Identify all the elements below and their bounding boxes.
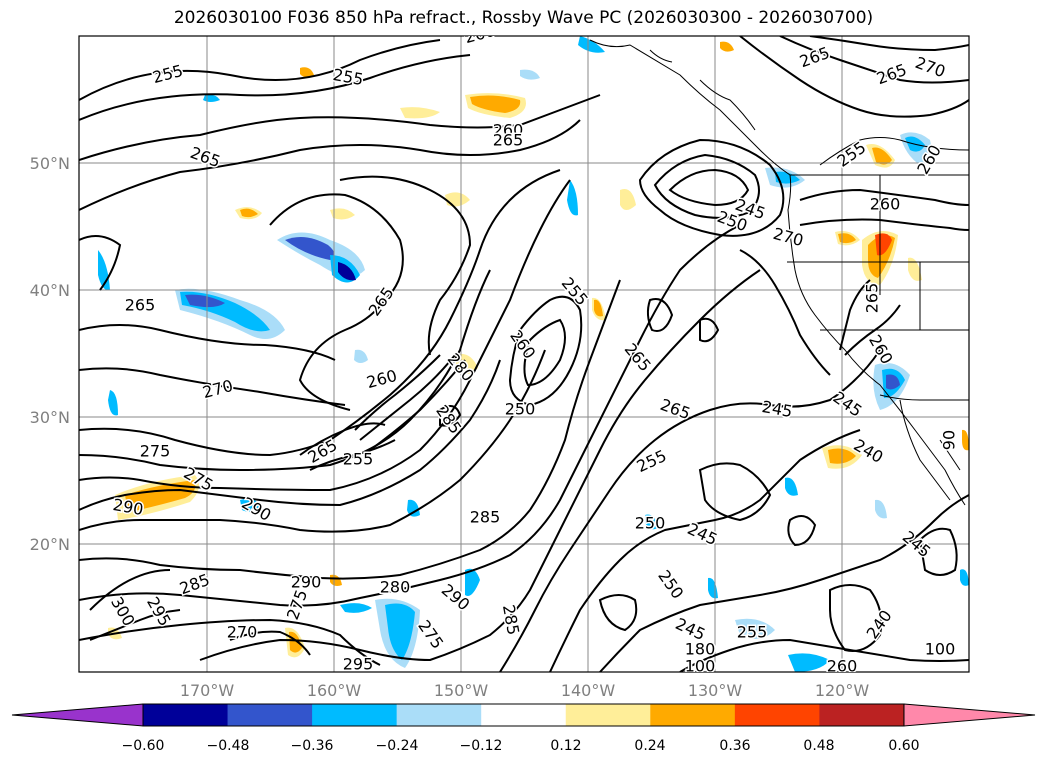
colorbar-tick: −0.60 — [122, 738, 165, 754]
contour-label: 265 — [493, 131, 524, 150]
shade-blue — [788, 653, 830, 672]
shade-blue — [567, 180, 578, 216]
contour-label: 100 — [685, 657, 716, 676]
colorbar-segment — [565, 704, 651, 726]
shade-orange — [125, 480, 196, 512]
lon-label-140w: 140°W — [561, 681, 616, 700]
shade-blue — [465, 568, 480, 596]
shade-navy — [338, 262, 356, 281]
colorbar-extend-max — [903, 703, 1036, 727]
shade-orange — [594, 299, 603, 317]
contour-label: 245 — [760, 397, 793, 421]
contour-label: 100 — [925, 640, 956, 659]
shade-blue — [785, 477, 798, 496]
lat-label-40n: 40°N — [30, 281, 70, 300]
colorbar-segment — [227, 704, 313, 726]
shade-yellow — [400, 107, 440, 119]
colorbar-frame — [142, 703, 905, 727]
colorbar-segment — [650, 704, 736, 726]
shade-blue — [645, 514, 658, 530]
shade-yellow — [908, 257, 922, 281]
contour-label: 295 — [343, 655, 374, 674]
shade-yellow — [330, 208, 355, 220]
shade-blue — [960, 569, 969, 586]
shade-orange — [300, 67, 314, 78]
colorbar-tick: 0.48 — [803, 738, 834, 754]
colorbar-ticks: −0.60 −0.48 −0.36 −0.24 −0.12 0.12 0.24 … — [122, 738, 920, 754]
shade-blue — [578, 36, 605, 53]
shade-blue — [108, 390, 118, 416]
shade-blue-light — [354, 349, 368, 363]
lat-label-30n: 30°N — [30, 408, 70, 427]
shade-blue-light — [520, 69, 540, 80]
colorbar-tick: 0.60 — [888, 738, 919, 754]
shade-blue — [775, 171, 800, 184]
contour-label: 255 — [737, 623, 768, 642]
colorbar-segment — [819, 704, 905, 726]
shade-orange — [240, 208, 258, 218]
colorbar-tick: −0.24 — [376, 738, 419, 754]
contour-label: 260 — [870, 195, 901, 214]
contour-label: 285 — [470, 508, 501, 527]
lon-label-150w: 150°W — [434, 681, 489, 700]
contour-label: 180 — [685, 640, 716, 659]
shade-blue-mid — [185, 294, 225, 308]
contour-label: 250 — [635, 514, 666, 533]
colorbar-tick: −0.12 — [460, 738, 503, 754]
map-area — [79, 36, 969, 672]
contour-label: 265 — [863, 283, 882, 314]
contour-label: 275 — [140, 442, 171, 461]
shade-blue — [340, 603, 372, 613]
shade-orange — [872, 147, 892, 165]
colorbar-extend-min — [11, 703, 144, 727]
colorbar-segment — [734, 704, 820, 726]
shade-blue-light — [735, 618, 775, 639]
colorbar-segment — [143, 704, 229, 726]
lat-label-20n: 20°N — [30, 535, 70, 554]
lon-label-120w: 120°W — [815, 681, 870, 700]
shade-yellow — [620, 189, 636, 210]
contour-label: 260 — [493, 121, 524, 140]
shade-blue — [385, 603, 415, 660]
lon-label-130w: 130°W — [688, 681, 743, 700]
contour-label: 290 — [291, 573, 322, 592]
colorbar-tick: 0.36 — [719, 738, 750, 754]
lat-label-50n: 50°N — [30, 154, 70, 173]
colorbar-segment — [312, 704, 398, 726]
lon-label-170w: 170°W — [180, 681, 235, 700]
plot-title: 2026030100 F036 850 hPa refract., Rossby… — [173, 8, 874, 28]
lon-label-160w: 160°W — [307, 681, 362, 700]
colorbar-segment — [396, 704, 482, 726]
shade-blue-mid — [886, 374, 900, 390]
colorbar-tick: 0.24 — [634, 738, 665, 754]
contour-label: 250 — [505, 400, 536, 419]
coastlines — [589, 39, 969, 506]
shade-orange — [470, 95, 521, 113]
map-frame — [78, 35, 970, 673]
shade-orange — [720, 41, 734, 52]
shade-blue-mid — [285, 236, 335, 260]
colorbar-tick: −0.36 — [291, 738, 334, 754]
contour-label: 270 — [227, 623, 258, 642]
contour-label: 260 — [827, 657, 858, 676]
colorbar-segment — [481, 704, 567, 726]
shade-red-orange — [875, 233, 892, 256]
shade-blue-light — [875, 499, 887, 519]
contour-label: 255 — [343, 450, 374, 469]
contour-label: 265 — [125, 296, 156, 315]
shade-orange — [962, 429, 969, 451]
shade-blue — [407, 499, 420, 517]
contour-label: 280 — [380, 578, 411, 597]
shade-blue — [240, 498, 262, 513]
colorbar — [11, 703, 1036, 727]
colorbar-tick: −0.48 — [207, 738, 250, 754]
colorbar-tick: 0.12 — [550, 738, 581, 754]
contour-lines — [79, 36, 969, 672]
contour-label: 90 — [940, 430, 959, 450]
